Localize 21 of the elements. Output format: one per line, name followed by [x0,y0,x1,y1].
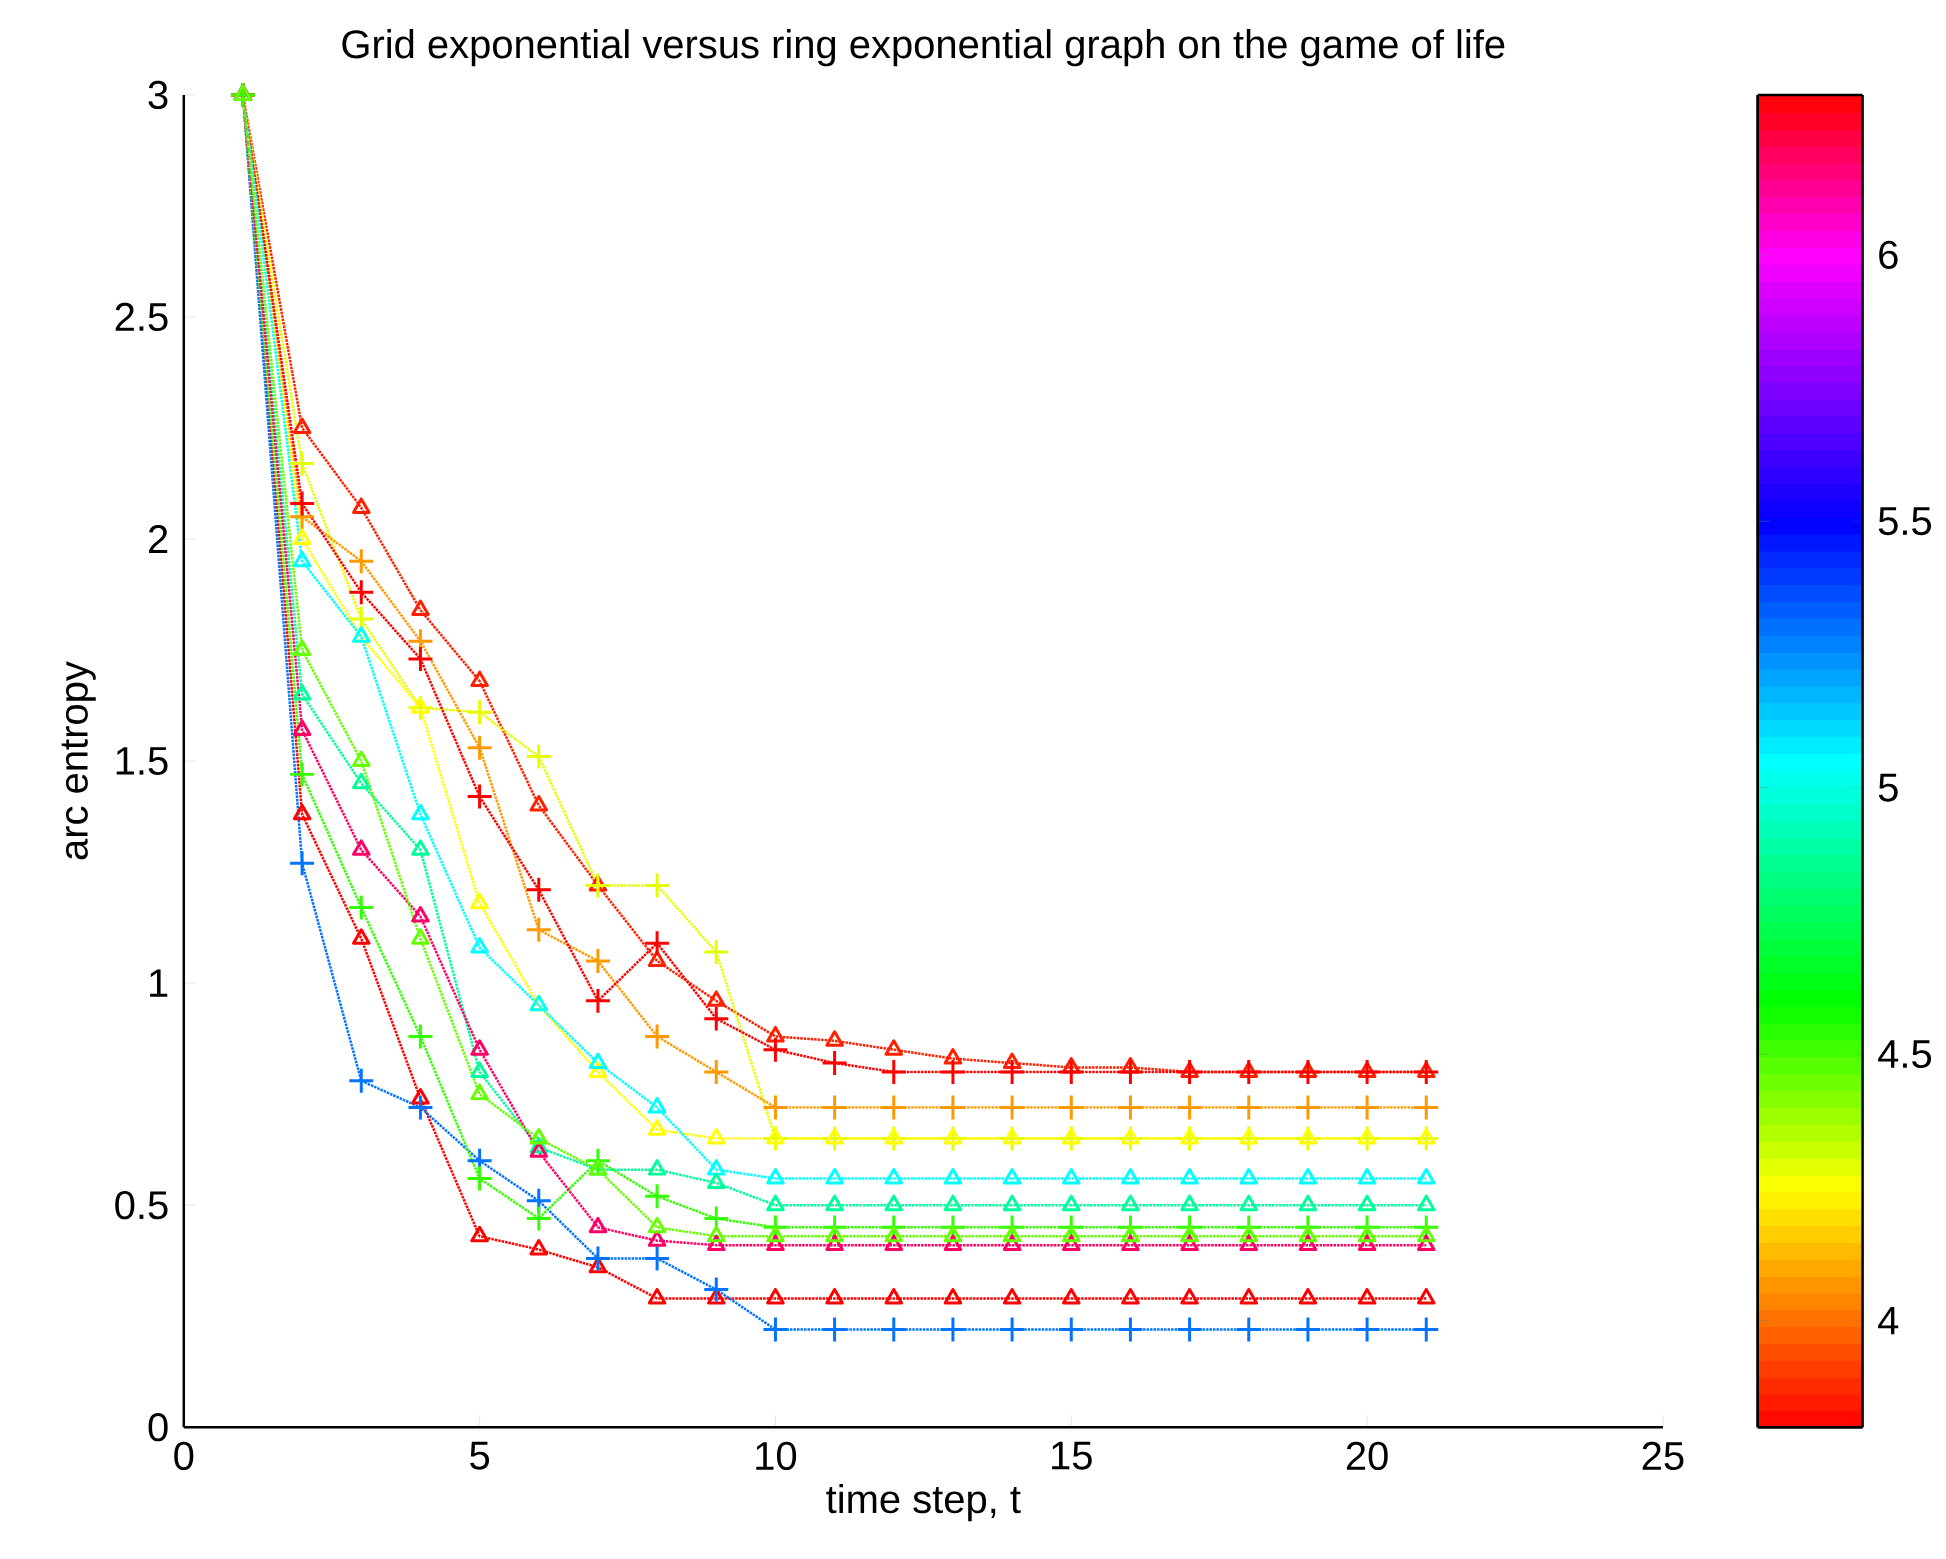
x-tick-label: 15 [1052,1441,1092,1470]
x-tick-label: 25 [1642,1441,1684,1471]
x-tick-label: 20 [1346,1441,1388,1471]
y-tick-label: 1 [150,969,168,997]
y-tick-label: 2.5 [115,302,168,332]
y-tick-label: 2 [149,525,168,553]
color-bar-label: 5.5 [1878,507,1932,536]
color-bar-label: 4 [1878,1306,1899,1335]
y-axis-title: arc entropy [61,661,96,860]
chart-title: Grid exponential versus ring exponential graph on the game of life [342,29,1505,67]
x-tick-label: 5 [470,1441,490,1470]
y-tick-label: 0.5 [115,1191,168,1220]
x-tick-label: 0 [174,1441,194,1471]
color-bar-label: 5 [1878,773,1898,802]
x-axis-title: time step, t [826,1483,1021,1522]
y-tick-label: 3 [148,80,168,110]
y-tick-label: 0 [148,1413,168,1442]
color-bar-label: 6 [1879,240,1898,269]
y-tick-label: 1.5 [116,747,168,775]
x-tick-label: 10 [756,1441,797,1471]
color-bar-label: 4.5 [1878,1040,1932,1069]
